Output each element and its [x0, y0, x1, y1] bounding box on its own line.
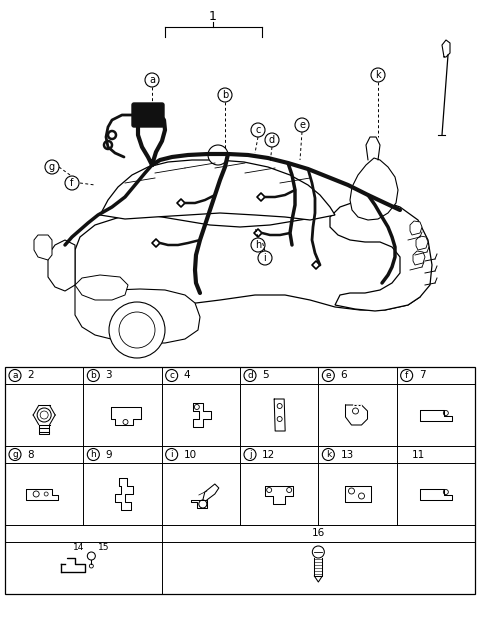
Text: 2: 2	[27, 370, 34, 380]
Polygon shape	[75, 283, 200, 343]
Text: g: g	[49, 162, 55, 172]
Polygon shape	[75, 275, 128, 300]
Text: 4: 4	[184, 370, 190, 380]
Text: a: a	[149, 75, 155, 85]
Polygon shape	[416, 236, 428, 250]
Text: 15: 15	[97, 544, 109, 552]
Text: 8: 8	[27, 450, 34, 460]
Circle shape	[208, 145, 228, 165]
Polygon shape	[413, 251, 425, 265]
Text: 13: 13	[340, 450, 354, 460]
Text: b: b	[90, 371, 96, 380]
Text: i: i	[170, 450, 173, 459]
Text: a: a	[12, 371, 18, 380]
Polygon shape	[34, 235, 52, 260]
Text: i: i	[264, 253, 266, 263]
Text: 6: 6	[340, 370, 347, 380]
Text: c: c	[169, 371, 174, 380]
Text: 14: 14	[72, 544, 84, 552]
Text: 10: 10	[184, 450, 197, 460]
Text: e: e	[299, 120, 305, 130]
Text: e: e	[325, 371, 331, 380]
Polygon shape	[100, 160, 335, 220]
Text: d: d	[247, 371, 253, 380]
Text: 9: 9	[105, 450, 112, 460]
Polygon shape	[350, 158, 398, 220]
Text: 1: 1	[209, 11, 217, 23]
Text: 12: 12	[262, 450, 275, 460]
Polygon shape	[48, 240, 75, 291]
Text: f: f	[70, 178, 74, 188]
Text: 7: 7	[419, 370, 425, 380]
Text: 5: 5	[262, 370, 269, 380]
Text: d: d	[269, 135, 275, 145]
Text: f: f	[405, 371, 408, 380]
FancyBboxPatch shape	[132, 103, 164, 127]
Text: c: c	[255, 125, 261, 135]
Text: 11: 11	[412, 450, 425, 460]
Bar	[5, 367, 475, 594]
Text: g: g	[12, 450, 18, 459]
Polygon shape	[75, 213, 425, 310]
Text: 16: 16	[312, 528, 325, 538]
Text: h: h	[255, 240, 261, 250]
Circle shape	[109, 302, 165, 358]
Text: 3: 3	[105, 370, 112, 380]
Polygon shape	[330, 200, 432, 311]
Polygon shape	[410, 221, 422, 235]
Text: b: b	[222, 90, 228, 100]
Text: k: k	[326, 450, 331, 459]
Text: j: j	[249, 450, 252, 459]
Text: h: h	[90, 450, 96, 459]
Text: k: k	[375, 70, 381, 80]
